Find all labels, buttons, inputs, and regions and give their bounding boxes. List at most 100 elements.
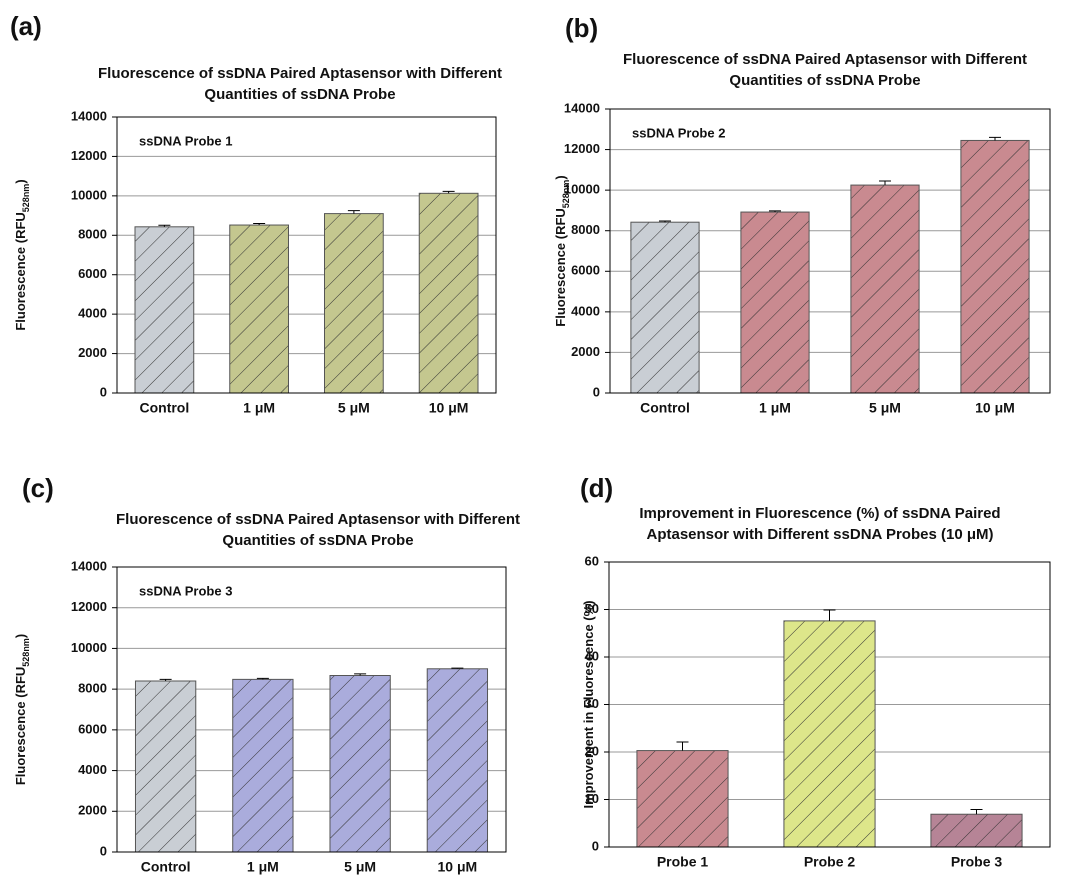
y-tick-label: 12000 (71, 148, 107, 163)
y-tick-label: 4000 (78, 762, 107, 777)
error-bar (676, 741, 689, 751)
y-axis-label-part: 528nm (21, 184, 31, 213)
y-axis-label-part: Fluorescence (RFU (13, 212, 28, 330)
chart-title: Quantities of ssDNA Probe (729, 72, 920, 89)
x-tick-label: 5 μM (338, 400, 370, 416)
error-bar (659, 220, 671, 223)
chart-title: Improvement in Fluorescence (%) of ssDNA… (639, 505, 1000, 522)
y-tick-label: 14000 (71, 558, 107, 573)
error-bar (159, 678, 172, 681)
chart-title: Fluorescence of ssDNA Paired Aptasensor … (116, 511, 520, 528)
y-tick-label: 0 (100, 384, 107, 399)
y-tick-label: 50 (585, 601, 599, 616)
bar (740, 211, 810, 394)
bar (229, 224, 289, 394)
plot-frame (116, 566, 507, 853)
chart-title: Quantities of ssDNA Probe (222, 532, 413, 549)
plot-frame (608, 561, 1051, 848)
y-tick-label: 4000 (78, 306, 107, 321)
bar (426, 668, 489, 853)
panel-label: (a) (10, 11, 42, 41)
error-bar (442, 190, 455, 194)
y-axis-label: Fluorescence (RFU528nm) (553, 175, 571, 326)
y-tick-label: 60 (585, 553, 599, 568)
error-bar (253, 222, 266, 226)
y-tick-label: 4000 (571, 303, 600, 318)
y-axis-label-part: 528nm (21, 638, 31, 667)
x-tick-label: Probe 1 (657, 854, 709, 870)
y-axis-label-part: ) (13, 634, 28, 638)
x-tick-label: Control (141, 859, 191, 875)
y-tick-label: 10000 (71, 640, 107, 655)
y-axis-label-part: Fluorescence (RFU (553, 208, 568, 326)
y-axis-label-part: Fluorescence (RFU (13, 667, 28, 785)
x-tick-label: 1 μM (243, 400, 275, 416)
x-tick-label: Probe 3 (951, 854, 1003, 870)
error-bar (769, 210, 781, 213)
y-tick-label: 2000 (571, 344, 600, 359)
y-tick-label: 10 (585, 791, 599, 806)
error-bar (970, 808, 983, 815)
chart-title: Fluorescence of ssDNA Paired Aptasensor … (623, 51, 1027, 68)
bar (960, 139, 1030, 394)
bar (134, 226, 195, 394)
x-tick-label: 10 μM (438, 859, 478, 875)
y-axis-label-part: Improvement in Fluorescence (%) (581, 600, 596, 808)
annotation: ssDNA Probe 1 (139, 133, 232, 148)
y-tick-label: 8000 (78, 227, 107, 242)
y-tick-label: 20 (585, 743, 599, 758)
y-tick-label: 10000 (71, 187, 107, 202)
chart-title: Aptasensor with Different ssDNA Probes (… (646, 526, 993, 543)
y-tick-label: 6000 (78, 266, 107, 281)
y-tick-label: 0 (593, 384, 600, 399)
x-tick-label: 1 μM (247, 859, 279, 875)
x-tick-label: 10 μM (429, 400, 469, 416)
y-tick-label: 0 (592, 838, 599, 853)
x-tick-label: 5 μM (869, 400, 901, 416)
annotation: ssDNA Probe 2 (632, 125, 725, 140)
y-tick-label: 30 (585, 696, 599, 711)
error-bar (256, 677, 269, 680)
y-tick-label: 40 (585, 648, 599, 663)
y-axis-label-part: ) (553, 175, 568, 179)
y-tick-label: 14000 (564, 100, 600, 115)
x-tick-label: 1 μM (759, 400, 791, 416)
chart-title: Fluorescence of ssDNA Paired Aptasensor … (98, 65, 502, 82)
bar (329, 675, 391, 853)
error-bar (347, 210, 360, 214)
bar (850, 184, 920, 394)
bar (636, 750, 729, 848)
y-axis-label: Fluorescence (RFU528nm) (13, 634, 31, 785)
x-tick-label: Control (139, 400, 189, 416)
error-bar (354, 673, 367, 676)
error-bar (823, 609, 836, 621)
x-tick-label: Control (640, 400, 690, 416)
y-tick-label: 6000 (571, 263, 600, 278)
bar (232, 678, 294, 853)
panel-label: (b) (565, 13, 598, 43)
y-axis-label: Fluorescence (RFU528nm) (13, 179, 31, 330)
annotation: ssDNA Probe 3 (139, 583, 232, 598)
y-tick-label: 0 (100, 843, 107, 858)
error-bar (158, 224, 171, 227)
y-tick-label: 12000 (564, 141, 600, 156)
bar (324, 213, 384, 394)
y-tick-label: 8000 (571, 222, 600, 237)
x-tick-label: 10 μM (975, 400, 1015, 416)
bar (930, 813, 1023, 848)
error-bar (451, 667, 464, 669)
y-tick-label: 2000 (78, 803, 107, 818)
x-tick-label: Probe 2 (804, 854, 856, 870)
bar (783, 620, 876, 848)
error-bar (879, 180, 891, 186)
panel-label: (d) (580, 473, 613, 503)
y-axis-label-part: 528nm (561, 180, 571, 209)
y-tick-label: 10000 (564, 182, 600, 197)
y-tick-label: 14000 (71, 108, 107, 123)
plot-frame (609, 108, 1051, 394)
plot-frame (116, 116, 497, 394)
y-tick-label: 2000 (78, 345, 107, 360)
x-tick-label: 5 μM (344, 859, 376, 875)
bar (418, 192, 479, 394)
